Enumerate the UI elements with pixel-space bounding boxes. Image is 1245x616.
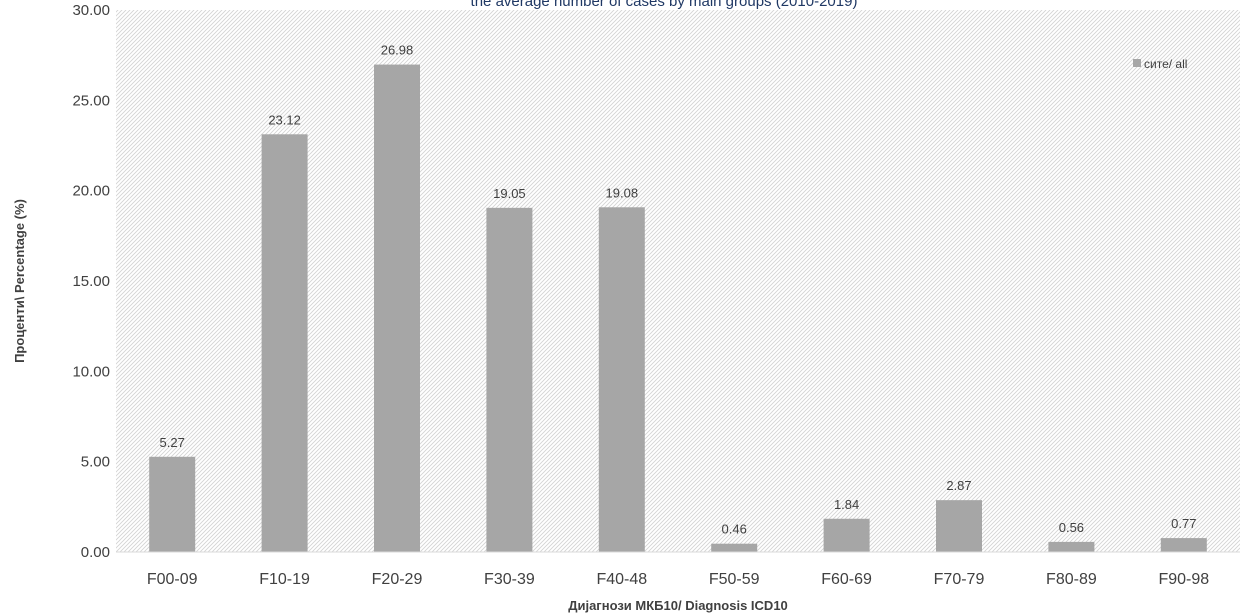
bar-f80-89 bbox=[1048, 541, 1095, 552]
bar-f30-39 bbox=[486, 207, 533, 552]
y-tick-label: 25.00 bbox=[72, 92, 110, 109]
x-tick-label: F90-98 bbox=[1158, 571, 1209, 588]
legend-label: сите/ all bbox=[1144, 57, 1187, 71]
bar-f00-09 bbox=[149, 456, 196, 552]
x-tick-label: F70-79 bbox=[934, 571, 985, 588]
y-tick-label: 20.00 bbox=[72, 183, 110, 200]
bar-f90-98 bbox=[1160, 538, 1207, 552]
legend: сите/ all bbox=[1133, 57, 1187, 71]
y-axis: 0.00 5.00 10.00 15.00 20.00 25.00 30.00 bbox=[72, 2, 110, 561]
y-axis-title: Проценти\ Percentage (%) bbox=[12, 199, 27, 363]
x-tick-label: F80-89 bbox=[1046, 571, 1097, 588]
bar-f40-48 bbox=[598, 207, 645, 552]
bar-f10-19 bbox=[261, 134, 308, 553]
data-label-f40-48: 19.08 bbox=[606, 185, 639, 200]
data-label-f50-59: 0.46 bbox=[722, 522, 747, 537]
data-label-f30-39: 19.05 bbox=[493, 186, 526, 201]
y-tick-label: 15.00 bbox=[72, 273, 110, 290]
data-label-f80-89: 0.56 bbox=[1059, 520, 1084, 535]
x-tick-label: F60-69 bbox=[821, 571, 872, 588]
bar-f50-59 bbox=[711, 543, 758, 552]
bar-f70-79 bbox=[936, 500, 982, 552]
data-labels: 5.27 23.12 26.98 19.05 19.08 0.46 1.84 2.87 0.56… bbox=[160, 43, 1197, 537]
x-tick-label: F20-29 bbox=[372, 571, 423, 588]
y-tick-label: 5.00 bbox=[81, 454, 110, 471]
data-label-f90-98: 0.77 bbox=[1171, 516, 1196, 531]
x-tick-label: F30-39 bbox=[484, 571, 535, 588]
x-tick-label: F50-59 bbox=[709, 571, 760, 588]
data-label-f70-79: 2.87 bbox=[946, 478, 971, 493]
x-tick-label: F40-48 bbox=[596, 571, 647, 588]
y-tick-label: 30.00 bbox=[72, 2, 110, 19]
bar-series bbox=[149, 64, 1207, 553]
y-tick-label: 10.00 bbox=[72, 363, 110, 380]
x-tick-label: F10-19 bbox=[259, 571, 310, 588]
x-tick-label: F00-09 bbox=[147, 571, 198, 588]
data-label-f00-09: 5.27 bbox=[160, 435, 185, 450]
chart-title: the average number of cases by main grou… bbox=[471, 0, 858, 10]
y-tick-label: 0.00 bbox=[81, 544, 110, 561]
bar-f20-29 bbox=[374, 64, 420, 552]
data-label-f10-19: 23.12 bbox=[268, 112, 301, 127]
legend-swatch bbox=[1133, 59, 1141, 67]
x-axis: F00-09 F10-19 F20-29 F30-39 F40-48 F50-59 F60-… bbox=[147, 571, 1209, 588]
data-label-f60-69: 1.84 bbox=[834, 497, 859, 512]
x-axis-title: Дијагнози МКБ10/ Diagnosis ICD10 bbox=[568, 598, 788, 613]
bar-f60-69 bbox=[823, 518, 870, 552]
data-label-f20-29: 26.98 bbox=[381, 43, 414, 58]
